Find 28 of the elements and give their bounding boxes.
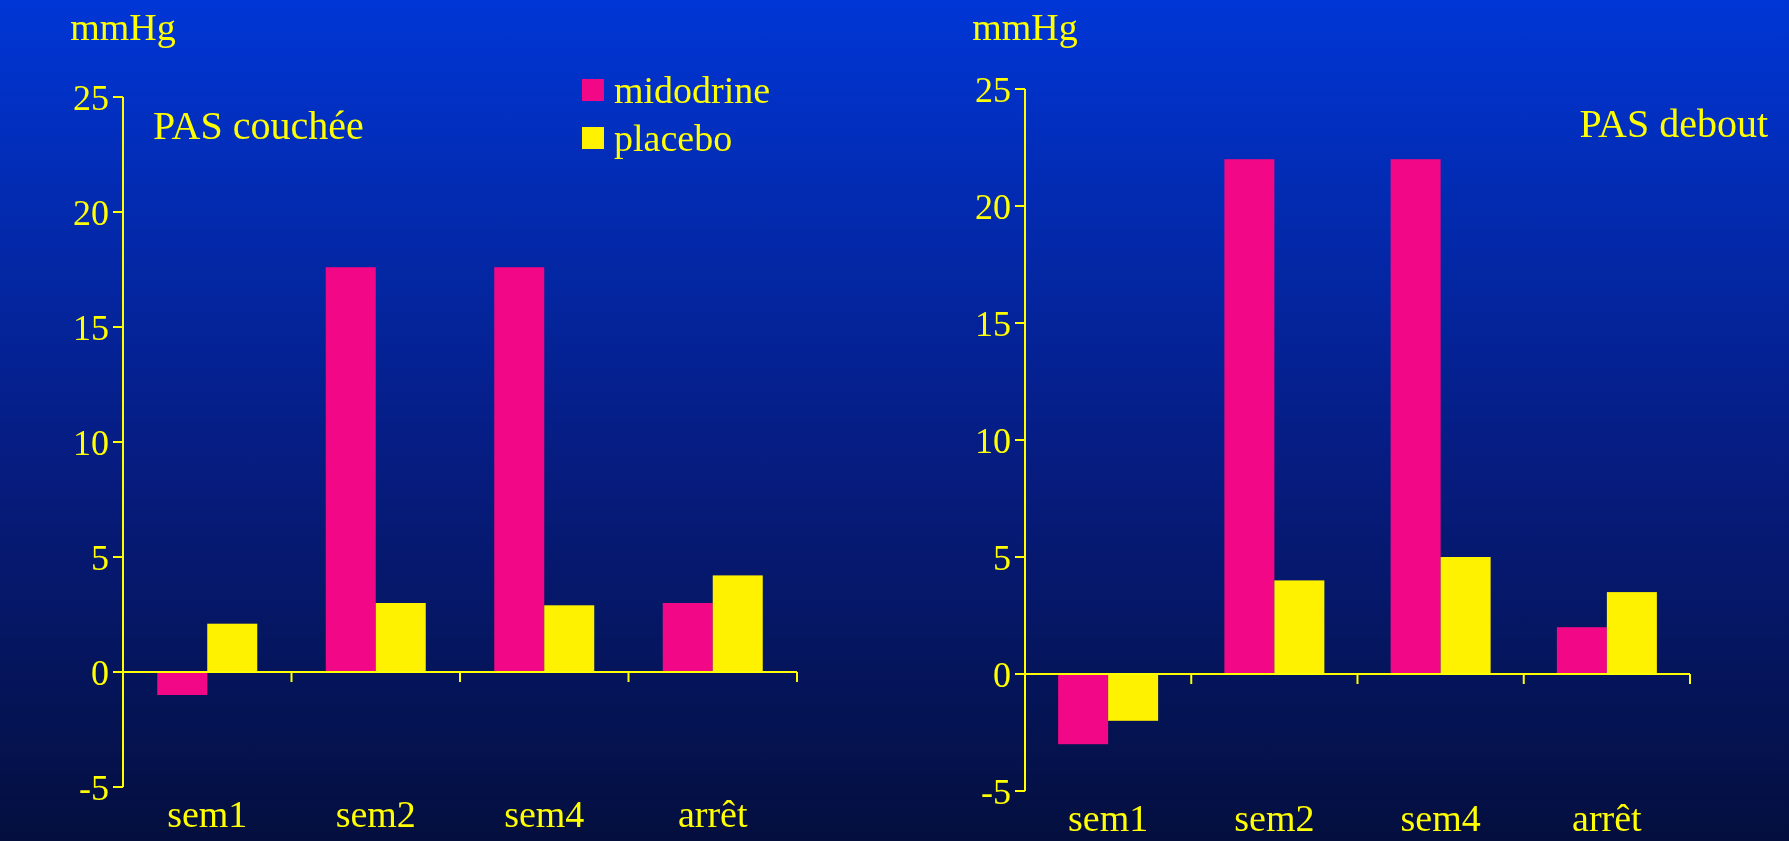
y-tick-label: 0 [993,654,1011,695]
y-tick-label: 0 [91,652,109,693]
x-tick-label: sem4 [504,793,585,835]
y-tick-label: 25 [73,77,109,118]
x-tick-label: sem1 [167,793,248,835]
x-tick-label: arrêt [1572,797,1643,839]
chart-title: PAS couchée [153,103,364,148]
x-tick-label: sem2 [335,793,416,835]
legend-label: placebo [614,117,733,160]
y-tick-label: 20 [73,192,109,233]
x-tick-label: sem1 [1068,797,1149,839]
y-tick-label: 5 [993,537,1011,578]
y-tick-label: 5 [91,537,109,578]
y-tick-label: -5 [981,771,1011,812]
y-tick-label: 20 [975,186,1011,227]
chart-title: PAS debout [1579,101,1768,146]
y-axis-title: mmHg [972,6,1078,48]
x-tick-label: sem2 [1234,797,1315,839]
y-tick-label: -5 [79,767,109,808]
y-tick-label: 10 [975,420,1011,461]
x-tick-label: arrêt [677,793,748,835]
y-tick-label: 10 [73,422,109,463]
x-tick-label: sem4 [1400,797,1481,839]
y-tick-label: 15 [73,307,109,348]
y-tick-label: 25 [975,69,1011,110]
legend-label: midodrine [614,69,771,112]
y-axis-title: mmHg [70,6,176,48]
y-tick-label: 15 [975,303,1011,344]
